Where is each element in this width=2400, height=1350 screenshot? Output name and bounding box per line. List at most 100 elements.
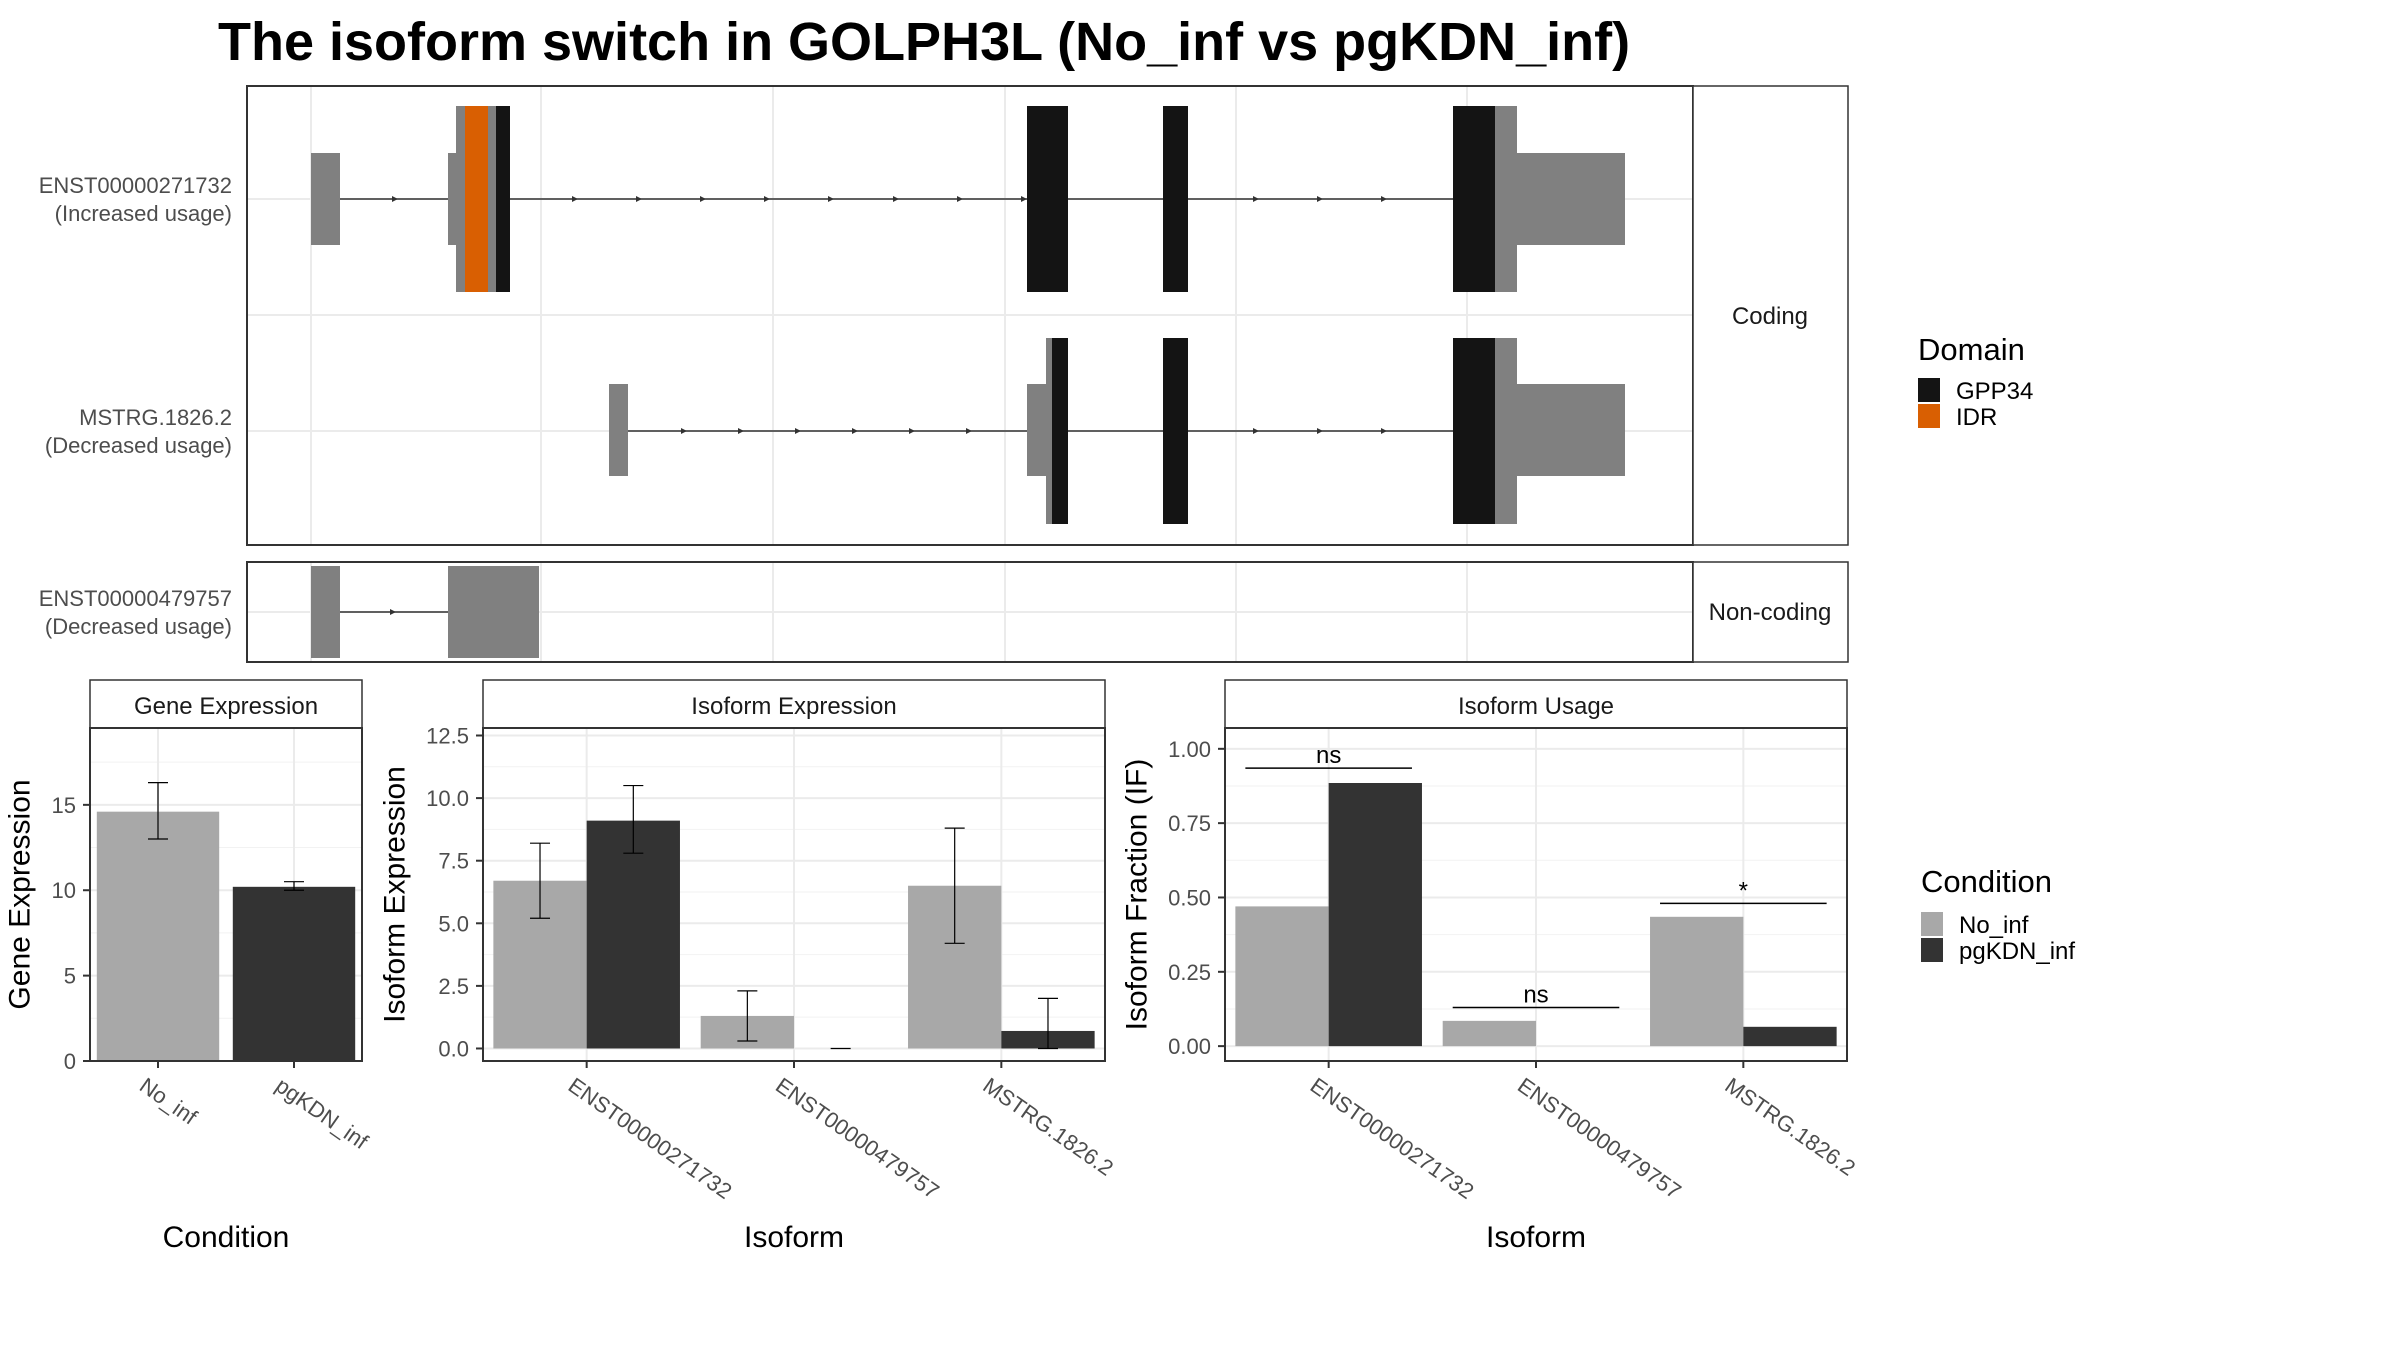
gpp34-domain — [1453, 106, 1495, 292]
y-tick-label: 0.00 — [1168, 1034, 1211, 1059]
bar-no-inf-mstrg-1826-2 — [1650, 916, 1744, 1047]
isoform-expression-chart: Isoform Expression 0.0 2.5 5.0 7.5 10.0 12.5 EN… — [379, 679, 1118, 1254]
intron-arrows — [681, 428, 1387, 434]
bar-pgkdn-inf-mstrg-1826-2 — [1743, 1026, 1837, 1047]
transcript-label-1-id: ENST00000271732 — [39, 173, 232, 198]
cds-exon — [1046, 338, 1052, 524]
y-tick-label: 2.5 — [438, 974, 469, 999]
chart-title-strip — [482, 679, 1106, 729]
cds-exon — [1495, 338, 1517, 524]
errorbar-no-inf — [148, 782, 168, 840]
intron-arrows — [392, 196, 1387, 202]
x-axis-title: Isoform — [744, 1221, 844, 1254]
significance-label: * — [1739, 877, 1748, 904]
errorbar-no-inf-enst00000271732 — [530, 842, 551, 919]
gene-expression-chart: Gene Expression 0 5 10 15 No_inf pgKDN_inf Cond… — [4, 679, 373, 1254]
transcript-enst00000479757 — [311, 566, 539, 658]
gpp34-domain — [1453, 338, 1495, 524]
legend-swatch-idr — [1918, 404, 1940, 428]
domain-legend: Domain GPP34 IDR — [1918, 332, 2033, 431]
bar-no-inf — [96, 811, 220, 1061]
utr-exon — [311, 566, 340, 658]
structure-panel-coding — [246, 85, 1694, 546]
x-tick-label-enst00000479757: ENST00000479757 — [1513, 1073, 1686, 1204]
x-tick-label-enst00000271732: ENST00000271732 — [1306, 1073, 1479, 1204]
significance-label: ns — [1523, 981, 1548, 1008]
legend-label-idr: IDR — [1956, 404, 1997, 431]
utr-exon — [1517, 384, 1625, 476]
transcript-label-3-note: (Decreased usage) — [45, 614, 232, 639]
x-tick-label-no-inf: No_inf — [135, 1073, 202, 1130]
utr-exon — [1517, 153, 1625, 245]
bar-pgkdn-inf-enst00000271732 — [1328, 783, 1422, 1047]
legend-label-pgkdn-inf: pgKDN_inf — [1959, 938, 2075, 965]
y-tick-label: 7.5 — [438, 849, 469, 874]
bar-pgkdn-inf-enst00000271732 — [586, 820, 680, 1049]
cds-exon — [488, 106, 496, 292]
y-tick-label: 0.75 — [1168, 811, 1211, 836]
coding-strip-label: Coding — [1732, 303, 1808, 330]
errorbar-pgkdn-inf-mstrg-1826-2 — [1037, 997, 1058, 1050]
gpp34-domain — [496, 106, 510, 292]
utr-exon — [448, 153, 456, 245]
y-axis-title: Isoform Fraction (IF) — [1121, 759, 1154, 1031]
gpp34-domain — [1052, 338, 1068, 524]
errorbar-no-inf-enst00000479757 — [737, 990, 758, 1042]
legend-swatch-pgkdn-inf — [1921, 938, 1943, 962]
legend-swatch-gpp34 — [1918, 378, 1940, 402]
errorbar-no-inf-mstrg-1826-2 — [944, 827, 965, 944]
intron-arrow — [390, 609, 396, 615]
x-tick-label-mstrg-1826-2: MSTRG.1826.2 — [978, 1073, 1118, 1181]
idr-domain — [465, 106, 488, 292]
gpp34-domain — [1027, 106, 1068, 292]
domain-legend-title: Domain — [1918, 332, 2025, 367]
y-tick-label: 0.0 — [438, 1036, 469, 1061]
x-tick-label-enst00000479757: ENST00000479757 — [771, 1073, 944, 1204]
utr-exon — [609, 384, 628, 476]
y-tick-label: 10 — [52, 878, 76, 903]
y-tick-label: 1.00 — [1168, 737, 1211, 762]
y-tick-label: 12.5 — [426, 724, 469, 749]
condition-legend-title: Condition — [1921, 864, 2052, 899]
chart-title: Gene Expression — [134, 693, 318, 720]
y-tick-label: 0 — [64, 1049, 76, 1074]
errorbar-pgkdn-inf-enst00000271732 — [623, 784, 644, 854]
x-axis-title: Isoform — [1486, 1221, 1586, 1254]
legend-swatch-no-inf — [1921, 912, 1943, 936]
bar-pgkdn-inf — [232, 886, 356, 1061]
chart-title: Isoform Usage — [1458, 693, 1614, 720]
y-tick-label: 0.50 — [1168, 885, 1211, 910]
x-tick-label-enst00000271732: ENST00000271732 — [564, 1073, 737, 1204]
y-tick-label: 0.25 — [1168, 960, 1211, 985]
legend-label-gpp34: GPP34 — [1956, 378, 2033, 405]
plot-frame — [89, 727, 363, 1062]
chart-title: Isoform Expression — [691, 693, 896, 720]
chart-title-strip — [89, 679, 363, 729]
x-axis-title: Condition — [163, 1221, 290, 1254]
y-tick-label: 15 — [52, 793, 76, 818]
isoform-usage-chart: Isoform Usage ns ns * 0.00 0.25 0.50 0.75 1.00 EN… — [1121, 679, 1860, 1254]
bar-no-inf-enst00000271732 — [1235, 906, 1329, 1047]
y-axis-title: Gene Expression — [4, 779, 37, 1009]
transcript-enst00000271732 — [311, 106, 1625, 292]
y-tick-label: 10.0 — [426, 786, 469, 811]
bar-no-inf-enst00000479757 — [1442, 1020, 1536, 1047]
utr-exon — [448, 566, 539, 658]
gpp34-domain — [1163, 338, 1188, 524]
utr-exon — [1027, 384, 1046, 476]
transcript-mstrg-1826-2 — [609, 338, 1625, 524]
coding-strip — [1692, 85, 1849, 546]
cds-exon — [1495, 106, 1517, 292]
transcript-label-2-note: (Decreased usage) — [45, 433, 232, 458]
chart-title-strip — [1224, 679, 1848, 729]
noncoding-strip — [1692, 561, 1849, 663]
significance-label: ns — [1316, 742, 1341, 769]
transcript-label-2-id: MSTRG.1826.2 — [79, 405, 232, 430]
transcript-label-3-id: ENST00000479757 — [39, 586, 232, 611]
gpp34-domain — [1163, 106, 1188, 292]
noncoding-strip-label: Non-coding — [1709, 599, 1832, 626]
y-axis-title: Isoform Expression — [379, 766, 412, 1023]
utr-exon — [311, 153, 340, 245]
errorbar-pgkdn-inf — [284, 881, 304, 891]
